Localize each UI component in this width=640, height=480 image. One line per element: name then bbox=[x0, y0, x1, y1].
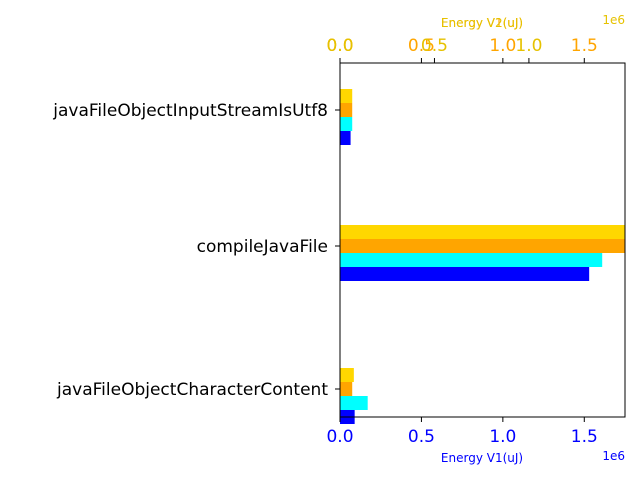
bar-2-1 bbox=[340, 239, 625, 253]
top1-tick-label: 1.0 bbox=[489, 36, 516, 56]
top2-axis-offset: 1e6 bbox=[602, 13, 625, 27]
plot-frame bbox=[339, 62, 626, 418]
bar-1-1 bbox=[340, 253, 603, 267]
top1-tick-label: 1.5 bbox=[571, 36, 598, 56]
bar-1-0 bbox=[340, 396, 368, 410]
top2-axis-title: Energy V2(uJ) bbox=[441, 16, 523, 30]
bottom-tick-label: 1.5 bbox=[571, 427, 598, 447]
bar-3-2 bbox=[340, 89, 353, 103]
bar-3-0 bbox=[340, 368, 354, 382]
top1-tick-label: 0.5 bbox=[408, 36, 435, 56]
top1-axis-title: Energy V1(uJ) bbox=[441, 16, 523, 30]
bar-3-1 bbox=[340, 225, 625, 239]
top1-tick-label: 0.0 bbox=[326, 36, 353, 56]
top-x-axis-gold: 0.0 0.5 1.0 Energy V2(uJ) 1e6 bbox=[326, 13, 625, 63]
bar-0-1 bbox=[340, 267, 590, 281]
bar-2-2 bbox=[340, 103, 353, 117]
bar-1-2 bbox=[340, 117, 353, 131]
top2-tick-label: 0.0 bbox=[326, 36, 353, 56]
bars-layer bbox=[340, 89, 625, 424]
bottom-tick-label: 1.0 bbox=[489, 427, 516, 447]
bottom-x-axis: 0.0 0.5 1.0 1.5 Energy V1(uJ) 1e6 bbox=[326, 417, 625, 465]
top2-tick-label: 0.5 bbox=[421, 36, 448, 56]
bottom-tick-label: 0.0 bbox=[326, 427, 353, 447]
category-labels: javaFileObjectCharacterContent compileJav… bbox=[52, 101, 340, 400]
bottom-axis-title: Energy V1(uJ) bbox=[441, 451, 523, 465]
category-label: javaFileObjectCharacterContent bbox=[56, 380, 328, 400]
bar-0-2 bbox=[340, 131, 351, 145]
bottom-tick-label: 0.5 bbox=[408, 427, 435, 447]
category-label: javaFileObjectInputStreamIsUtf8 bbox=[52, 101, 328, 121]
bar-2-0 bbox=[340, 382, 353, 396]
top2-tick-label: 1.0 bbox=[515, 36, 542, 56]
category-label: compileJavaFile bbox=[197, 237, 328, 257]
top-x-axis-orange: 0.0 0.5 1.0 1.5 Energy V1(uJ) bbox=[326, 16, 598, 63]
bottom-axis-offset: 1e6 bbox=[602, 449, 625, 463]
